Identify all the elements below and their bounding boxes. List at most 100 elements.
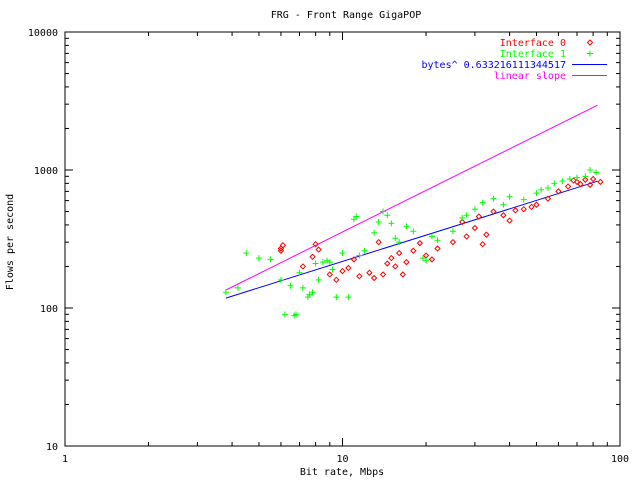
data-point-series-0 [589, 175, 597, 183]
data-point-series-0 [512, 207, 519, 214]
data-point-series-1 [479, 199, 486, 206]
data-point-series-1 [371, 229, 378, 236]
data-point-series-0 [333, 276, 340, 284]
y-tick-label: 10 [46, 442, 58, 453]
data-point-series-1 [375, 218, 382, 225]
y-tick-label: 100 [40, 304, 58, 315]
data-point-series-1 [296, 269, 303, 276]
data-points [222, 167, 604, 319]
data-point-series-1 [277, 276, 284, 283]
data-point-series-1 [587, 167, 594, 173]
data-point-series-0 [500, 212, 507, 219]
axis-ticks: 1 10 100 10 100 1000 10000 [28, 28, 629, 465]
legend-label: Interface 1 [500, 49, 566, 60]
data-point-series-1 [380, 208, 387, 215]
data-point-series-1 [388, 220, 395, 227]
data-point-series-1 [471, 206, 478, 213]
series-line-2 [225, 180, 598, 299]
data-point-series-1 [559, 178, 566, 185]
data-point-series-1 [306, 291, 313, 298]
data-point-series-0 [356, 272, 363, 280]
data-point-series-0 [366, 269, 373, 276]
data-point-series-1 [267, 256, 274, 263]
data-point-series-1 [449, 228, 456, 235]
data-point-series-1 [356, 252, 363, 259]
data-point-series-1 [410, 228, 417, 235]
data-point-series-0 [416, 239, 424, 247]
data-point-series-0 [564, 183, 572, 190]
x-tick-label: 10 [336, 454, 348, 465]
data-point-series-1 [234, 284, 241, 291]
data-point-series-1 [533, 190, 540, 197]
data-point-series-1 [326, 259, 333, 266]
data-point-series-1 [582, 173, 589, 180]
data-point-series-0 [277, 247, 285, 254]
fit-lines [225, 104, 598, 299]
data-point-series-0 [582, 176, 589, 183]
data-point-series-1 [333, 294, 340, 301]
data-point-series-0 [449, 238, 457, 246]
data-point-series-1 [324, 257, 331, 264]
data-point-series-1 [544, 185, 551, 192]
data-point-series-1 [345, 294, 352, 301]
data-point-series-1 [255, 255, 262, 262]
data-point-series-0 [483, 231, 490, 238]
data-point-series-1 [396, 239, 403, 246]
data-point-series-1 [287, 282, 294, 289]
data-point-series-0 [375, 238, 382, 246]
data-point-series-1 [520, 196, 527, 203]
data-point-series-1 [428, 233, 435, 240]
x-tick-label: 1 [62, 454, 68, 465]
data-point-series-0 [279, 242, 287, 249]
data-point-series-1 [384, 212, 391, 219]
data-point-series-0 [586, 181, 594, 189]
data-point-series-1 [339, 250, 346, 257]
y-tick-label: 10000 [28, 28, 58, 39]
data-point-series-0 [384, 260, 391, 267]
y-tick-label: 1000 [34, 166, 58, 177]
data-point-series-0 [395, 249, 403, 257]
data-point-series-0 [544, 195, 552, 202]
legend-label: bytes^ 0.633216111344517 [422, 60, 567, 71]
data-point-series-1 [353, 213, 360, 220]
data-point-series-0 [345, 264, 352, 272]
plot-frame [64, 31, 621, 447]
data-point-series-0 [471, 224, 479, 232]
data-point-series-1 [329, 266, 336, 273]
data-point-series-0 [520, 205, 527, 213]
data-point-series-0 [570, 177, 577, 184]
data-point-series-0 [350, 256, 358, 263]
data-point-series-0 [479, 240, 486, 248]
data-point-series-1 [434, 237, 441, 244]
data-point-series-0 [299, 263, 307, 270]
data-point-series-0 [370, 274, 378, 282]
data-point-series-1 [309, 289, 316, 296]
legend-label: linear slope [494, 71, 566, 82]
data-point-series-1 [538, 186, 545, 193]
data-point-series-1 [500, 201, 507, 208]
data-point-series-0 [339, 267, 346, 275]
data-point-series-1 [281, 311, 288, 318]
data-point-series-1 [312, 260, 319, 267]
data-point-series-1 [403, 223, 410, 230]
data-point-series-1 [315, 276, 322, 283]
data-point-series-0 [533, 201, 540, 208]
data-point-series-0 [463, 233, 470, 240]
data-point-series-1 [490, 195, 497, 202]
data-point-series-1 [459, 214, 466, 221]
data-point-series-0 [422, 252, 430, 259]
data-point-series-0 [403, 258, 410, 266]
data-point-series-0 [392, 263, 399, 270]
data-point-series-0 [528, 203, 535, 211]
data-point-series-1 [419, 255, 426, 262]
y-axis-label: Flows per second [5, 194, 16, 290]
series-line-3 [225, 104, 598, 291]
data-point-series-0 [379, 271, 387, 278]
data-point-series-0 [315, 246, 322, 253]
data-point-series-0 [458, 218, 466, 226]
data-point-series-1 [293, 311, 300, 318]
data-point-series-1 [463, 212, 470, 219]
data-point-series-1 [392, 235, 399, 242]
data-point-series-1 [243, 250, 250, 257]
